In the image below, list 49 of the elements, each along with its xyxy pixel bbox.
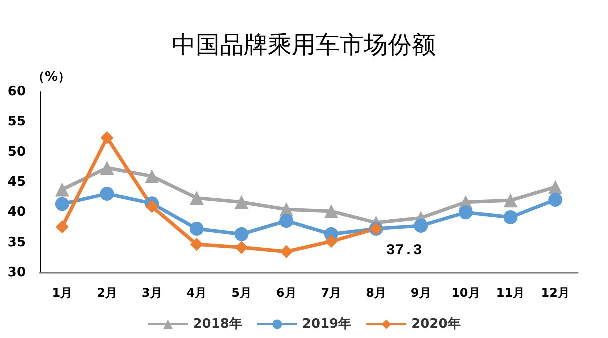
- point: [190, 222, 204, 236]
- point: [190, 238, 204, 252]
- point: [324, 235, 338, 248]
- point: [55, 182, 70, 197]
- x-tick-label: 6月: [276, 286, 297, 300]
- point: [190, 191, 204, 206]
- y-tick-label: 50: [8, 144, 26, 160]
- y-tick-label: 55: [8, 114, 26, 130]
- point: [146, 200, 159, 214]
- legend-label: 2019年: [302, 317, 352, 332]
- x-tick-label: 11月: [496, 286, 526, 300]
- x-tick-label: 12月: [541, 286, 570, 300]
- point: [100, 186, 114, 201]
- point: [234, 195, 249, 210]
- point: [324, 204, 338, 218]
- point: [504, 194, 518, 208]
- x-tick-label: 3月: [142, 286, 162, 300]
- point: [280, 214, 294, 228]
- x-tick-label: 1月: [52, 286, 73, 300]
- x-tick-label: 10月: [452, 286, 480, 300]
- x-tick-label: 9月: [410, 286, 432, 300]
- point: [100, 161, 114, 176]
- y-tick-label: 30: [8, 266, 26, 280]
- point: [235, 241, 248, 254]
- y-tick-label: 35: [8, 235, 26, 250]
- x-tick-label: 8月: [366, 286, 386, 300]
- point: [55, 197, 70, 212]
- data-label: 37.3: [386, 242, 422, 260]
- point: [548, 193, 563, 207]
- point: [100, 131, 114, 144]
- y-tick-label: 40: [8, 205, 26, 220]
- x-tick-label: 2月: [97, 286, 118, 300]
- point: [504, 210, 518, 224]
- x-tick-label: 4月: [186, 286, 208, 300]
- y-tick-label: 60: [8, 84, 26, 100]
- y-axis-title: （%）: [32, 70, 72, 85]
- legend-label: 2018年: [193, 317, 242, 332]
- point: [548, 180, 563, 194]
- y-tick-label: 45: [8, 175, 26, 190]
- point: [414, 218, 428, 233]
- point: [56, 220, 69, 234]
- x-tick-label: 7月: [321, 286, 342, 300]
- point: [458, 206, 473, 220]
- legend-label: 2020年: [412, 317, 461, 332]
- point: [280, 245, 294, 258]
- x-tick-label: 5月: [232, 286, 252, 300]
- point: [145, 169, 160, 184]
- chart-title: 中国品牌乘用车市场份额: [172, 31, 436, 59]
- point: [234, 227, 249, 242]
